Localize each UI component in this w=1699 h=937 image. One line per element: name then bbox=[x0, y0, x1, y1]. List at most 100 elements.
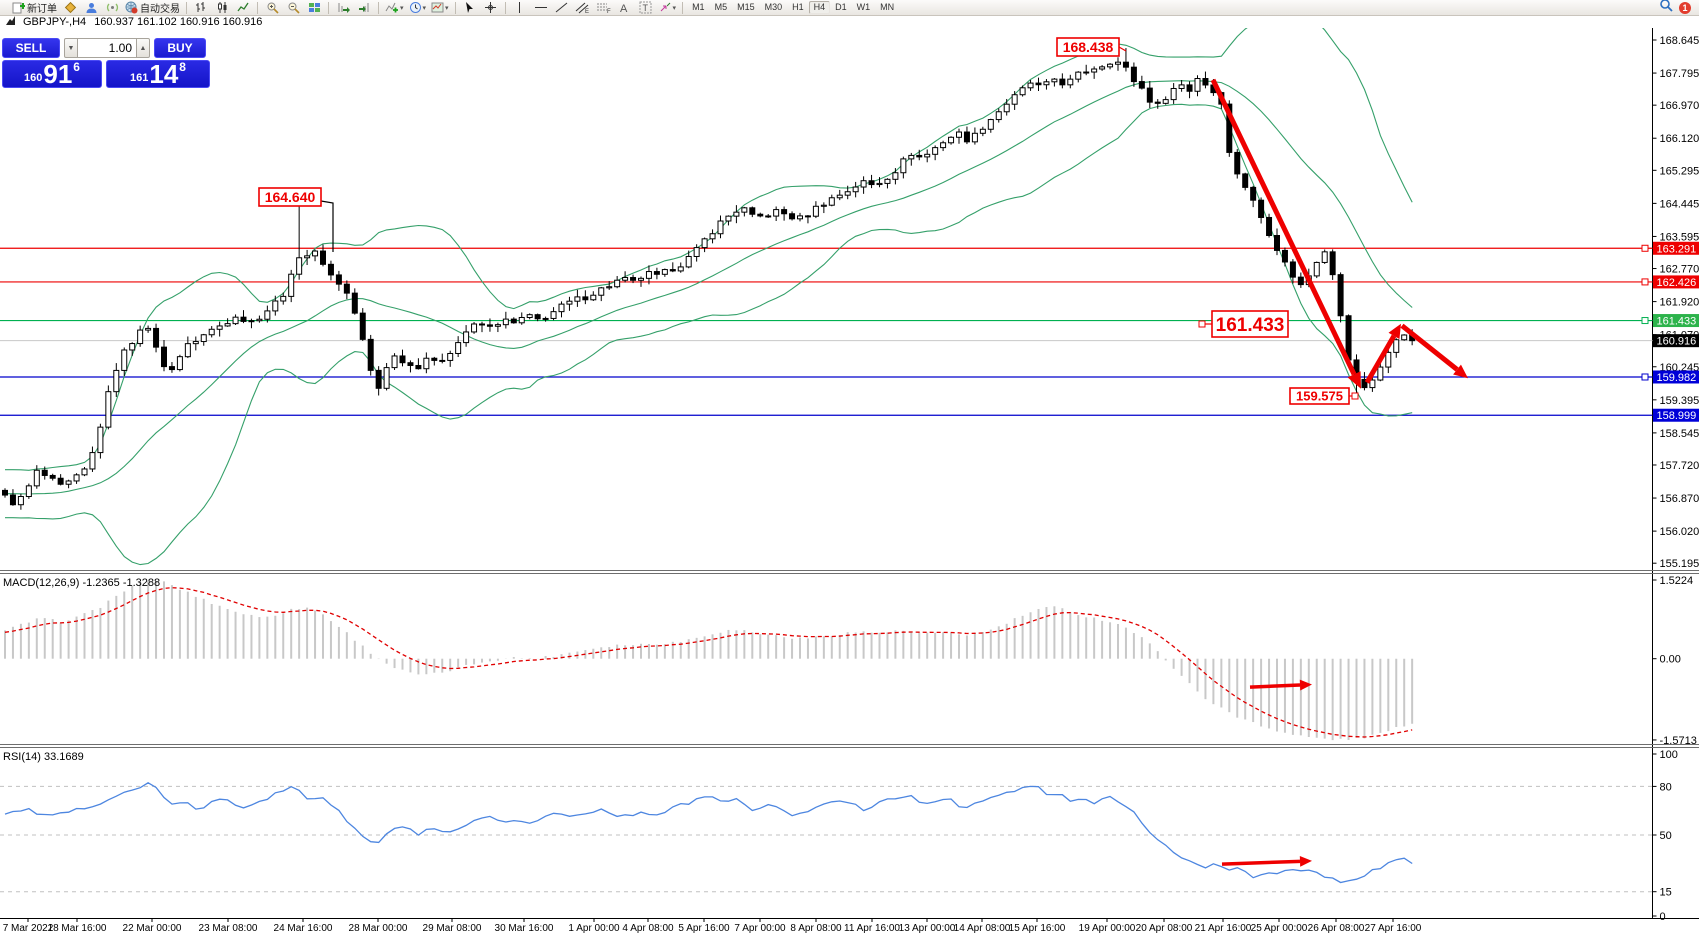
toolbar-right-group: 1 bbox=[1659, 0, 1699, 17]
chart-shift-icon bbox=[358, 1, 371, 14]
horizontal-line-icon bbox=[534, 1, 548, 14]
signals-icon bbox=[106, 1, 119, 14]
svg-text:E: E bbox=[585, 9, 589, 14]
svg-text:158.999: 158.999 bbox=[1657, 410, 1697, 422]
svg-text:7 Apr 00:00: 7 Apr 00:00 bbox=[734, 923, 786, 934]
timeframe-h1[interactable]: H1 bbox=[792, 2, 804, 12]
arrows-button[interactable]: ▾ bbox=[657, 1, 679, 15]
svg-text:0.00: 0.00 bbox=[1660, 654, 1681, 666]
market-button[interactable] bbox=[81, 1, 101, 15]
crosshair-button[interactable] bbox=[481, 1, 501, 15]
svg-text:14 Apr 08:00: 14 Apr 08:00 bbox=[954, 923, 1011, 934]
svg-text:23 Mar 08:00: 23 Mar 08:00 bbox=[199, 923, 258, 934]
timeframe-mn[interactable]: MN bbox=[880, 2, 895, 12]
equidistant-channel-button[interactable]: E bbox=[573, 1, 593, 15]
sell-button[interactable]: SELL bbox=[2, 38, 60, 58]
svg-text:157.720: 157.720 bbox=[1660, 460, 1699, 472]
svg-text:19 Apr 00:00: 19 Apr 00:00 bbox=[1079, 923, 1136, 934]
auto-scroll-icon bbox=[337, 1, 350, 14]
svg-text:28 Mar 00:00: 28 Mar 00:00 bbox=[349, 923, 408, 934]
volume-increase-button[interactable]: ▲ bbox=[136, 38, 150, 58]
styles-button[interactable] bbox=[60, 1, 80, 15]
timeframe-d1[interactable]: D1 bbox=[835, 2, 847, 12]
new-order-button[interactable]: 新订单 bbox=[10, 1, 59, 15]
signals-button[interactable] bbox=[102, 1, 122, 15]
text-label-button[interactable]: T bbox=[636, 1, 656, 15]
periods-button[interactable]: ▾ bbox=[407, 1, 429, 15]
zoom-in-button[interactable] bbox=[262, 1, 282, 15]
toolbar-separator bbox=[186, 1, 187, 14]
templates-icon bbox=[431, 1, 444, 14]
svg-text:20 Apr 08:00: 20 Apr 08:00 bbox=[1136, 923, 1193, 934]
candlestick-icon bbox=[216, 1, 229, 14]
dropdown-caret-icon: ▾ bbox=[400, 4, 404, 12]
volume-input[interactable] bbox=[78, 38, 136, 58]
fibonacci-button[interactable]: F bbox=[594, 1, 614, 15]
notification-badge[interactable]: 1 bbox=[1679, 1, 1691, 14]
svg-text:159.395: 159.395 bbox=[1660, 395, 1699, 407]
trendline-button[interactable] bbox=[552, 1, 572, 15]
timeframe-w1[interactable]: W1 bbox=[856, 2, 871, 12]
svg-text:18 Mar 16:00: 18 Mar 16:00 bbox=[48, 923, 107, 934]
one-click-trading-panel: SELL ▼ ▲ BUY 160 91 6 161 14 8 bbox=[2, 38, 210, 88]
text-button[interactable]: A bbox=[615, 1, 635, 15]
autotrading-button[interactable]: 自动交易 bbox=[123, 1, 182, 15]
svg-text:158.545: 158.545 bbox=[1660, 428, 1699, 440]
chart-shift-button[interactable] bbox=[354, 1, 374, 15]
toolbar-separator bbox=[504, 1, 506, 14]
line-chart-mode-button[interactable] bbox=[233, 1, 253, 15]
fibonacci-icon: F bbox=[596, 1, 611, 14]
svg-text:5 Apr 16:00: 5 Apr 16:00 bbox=[678, 923, 730, 934]
svg-text:168.438: 168.438 bbox=[1063, 39, 1114, 55]
vertical-line-icon bbox=[515, 1, 524, 14]
dropdown-caret-icon: ▾ bbox=[422, 4, 427, 12]
annotation-labels[interactable]: 168.438 164.640 161.433 159.575 bbox=[258, 37, 1359, 405]
trendline-icon bbox=[555, 1, 568, 14]
buy-price-point: 8 bbox=[179, 60, 186, 74]
sell-price-point: 6 bbox=[73, 60, 80, 74]
styles-icon bbox=[64, 1, 77, 14]
candlestick-mode-button[interactable] bbox=[212, 1, 232, 15]
sell-price[interactable]: 160 91 6 bbox=[2, 60, 102, 88]
bar-chart-mode-button[interactable] bbox=[191, 1, 211, 15]
dropdown-caret-icon: ▾ bbox=[672, 4, 677, 12]
macd-label: MACD(12,26,9) -1.2365 -1.3288 bbox=[3, 577, 161, 589]
search-icon[interactable] bbox=[1659, 0, 1673, 17]
vertical-line-button[interactable] bbox=[510, 1, 530, 15]
svg-text:167.795: 167.795 bbox=[1660, 68, 1699, 80]
zoom-out-button[interactable] bbox=[283, 1, 303, 15]
toolbar-separator bbox=[454, 1, 456, 14]
buy-button[interactable]: BUY bbox=[154, 38, 206, 58]
autotrading-icon bbox=[125, 1, 138, 14]
cursor-button[interactable] bbox=[460, 1, 480, 15]
timeframe-m15[interactable]: M15 bbox=[737, 2, 755, 12]
tile-windows-button[interactable] bbox=[304, 1, 324, 15]
svg-text:155.195: 155.195 bbox=[1660, 558, 1699, 570]
svg-text:11 Apr 16:00: 11 Apr 16:00 bbox=[844, 923, 900, 934]
buy-price-figure: 161 bbox=[130, 72, 149, 84]
svg-text:168.645: 168.645 bbox=[1660, 35, 1699, 47]
horizontal-line-button[interactable] bbox=[531, 1, 551, 15]
chart-ohlc-quotes: 160.937 161.102 160.916 160.916 bbox=[94, 16, 263, 28]
horizontal-lines[interactable]: 163.291 162.426 161.433 160.916 159.982 158.9… bbox=[0, 241, 1699, 422]
buy-price[interactable]: 161 14 8 bbox=[106, 60, 210, 88]
timeframe-h4[interactable]: H4 bbox=[808, 1, 831, 14]
indicators-icon bbox=[385, 1, 399, 14]
svg-text:166.970: 166.970 bbox=[1660, 100, 1699, 112]
templates-button[interactable]: ▾ bbox=[429, 1, 451, 15]
svg-text:7 Mar 2022: 7 Mar 2022 bbox=[3, 923, 54, 934]
svg-text:A: A bbox=[620, 3, 628, 14]
trend-arrows[interactable] bbox=[1210, 78, 1468, 867]
timeframe-m1[interactable]: M1 bbox=[692, 2, 705, 12]
svg-text:1.5224: 1.5224 bbox=[1660, 575, 1694, 587]
svg-text:30 Mar 16:00: 30 Mar 16:00 bbox=[495, 923, 554, 934]
timeframe-m5[interactable]: M5 bbox=[714, 2, 728, 12]
volume-decrease-button[interactable]: ▼ bbox=[64, 38, 78, 58]
timeframe-m30[interactable]: M30 bbox=[764, 2, 783, 12]
auto-scroll-button[interactable] bbox=[333, 1, 353, 15]
svg-text:29 Mar 08:00: 29 Mar 08:00 bbox=[423, 923, 482, 934]
indicators-button[interactable]: ▾ bbox=[383, 1, 406, 15]
